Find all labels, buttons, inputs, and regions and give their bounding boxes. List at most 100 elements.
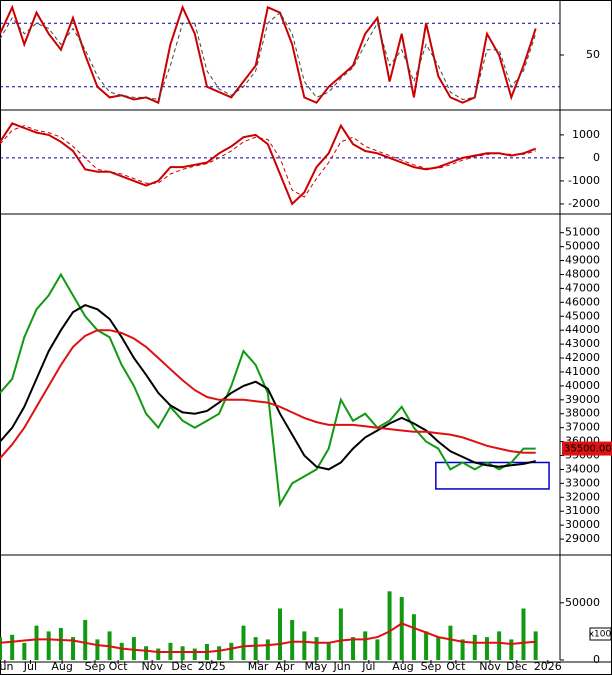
bar xyxy=(497,631,502,660)
bar xyxy=(411,614,416,660)
series-line xyxy=(0,622,536,653)
y-tick-label: 39000 xyxy=(565,393,600,406)
y-tick-label: 45000 xyxy=(565,309,600,322)
y-tick-label: 48000 xyxy=(565,267,600,280)
bar xyxy=(533,631,538,660)
x-tick-label: Sep xyxy=(421,660,442,673)
x-tick-label: Jul xyxy=(361,660,375,673)
y-tick-label: 43000 xyxy=(565,337,600,350)
bar xyxy=(265,639,270,660)
y-tick-label: 30000 xyxy=(565,518,600,531)
y-tick-label: 40000 xyxy=(565,379,600,392)
y-tick-label: 46000 xyxy=(565,295,600,308)
x-tick-label: Jun xyxy=(0,660,13,673)
bar xyxy=(58,627,63,660)
unit-label: x100 xyxy=(589,630,612,640)
x-tick-label: Dec xyxy=(171,660,192,673)
bar xyxy=(192,648,197,660)
bar xyxy=(460,639,465,660)
y-tick-label: -2000 xyxy=(568,197,600,210)
bar xyxy=(71,637,76,660)
series-line xyxy=(0,304,536,471)
series-line xyxy=(0,329,536,459)
y-tick-label: 50 xyxy=(586,48,600,61)
bar xyxy=(119,642,124,660)
y-tick-label: 51000 xyxy=(565,226,600,239)
bar xyxy=(314,637,319,660)
y-tick-label: -1000 xyxy=(568,174,600,187)
series-line xyxy=(0,272,536,508)
y-tick-label: 49000 xyxy=(565,254,600,267)
bar xyxy=(338,608,343,660)
series-line xyxy=(0,122,537,206)
bar xyxy=(144,646,149,660)
bar xyxy=(387,591,392,660)
unit-box xyxy=(589,627,612,641)
y-tick-label: 44000 xyxy=(565,323,600,336)
bar xyxy=(472,634,477,660)
bar xyxy=(241,625,246,660)
x-tick-label: Oct xyxy=(446,660,466,673)
x-tick-label: Aug xyxy=(392,660,413,673)
x-tick-label: May xyxy=(305,660,328,673)
x-tick-label: Mar xyxy=(248,660,269,673)
y-tick-label: 38000 xyxy=(565,407,600,420)
y-tick-label: 50000 xyxy=(565,596,600,609)
annotation-box xyxy=(435,461,550,490)
y-tick-label: 47000 xyxy=(565,281,600,294)
bar xyxy=(375,639,380,660)
bar xyxy=(22,642,27,660)
series-line xyxy=(0,4,537,105)
x-tick-label: Nov xyxy=(141,660,163,673)
x-tick-label: Oct xyxy=(109,660,129,673)
x-tick-label: Apr xyxy=(275,660,295,673)
x-tick-label: 2026 xyxy=(534,660,562,673)
y-tick-label: 0 xyxy=(593,151,600,164)
bar xyxy=(95,639,100,660)
bar xyxy=(34,625,39,660)
y-tick-label: 33000 xyxy=(565,476,600,489)
y-tick-label: 32000 xyxy=(565,490,600,503)
x-tick-label: 2025 xyxy=(198,660,226,673)
bar xyxy=(521,608,526,660)
bar xyxy=(46,631,51,660)
series-line xyxy=(0,125,536,198)
bar xyxy=(253,637,258,660)
x-tick-label: Nov xyxy=(479,660,501,673)
x-tick-label: Jul xyxy=(23,660,37,673)
bar xyxy=(326,642,331,660)
bar xyxy=(229,642,234,660)
bar xyxy=(180,646,185,660)
y-tick-label: 31000 xyxy=(565,504,600,517)
x-tick-label: Jun xyxy=(332,660,350,673)
y-tick-label: 29000 xyxy=(565,532,600,545)
bar xyxy=(0,637,2,660)
y-tick-label: 37000 xyxy=(565,421,600,434)
bar xyxy=(399,597,404,660)
last-price-box xyxy=(562,441,612,456)
bar xyxy=(484,637,489,660)
series-line xyxy=(0,11,537,101)
bar xyxy=(10,634,15,660)
bar xyxy=(278,608,282,660)
bar xyxy=(351,637,356,660)
x-tick-label: Sep xyxy=(85,660,106,673)
last-price-label: 35500.00 xyxy=(564,444,612,455)
y-tick-label: 0 xyxy=(593,653,600,666)
y-tick-label: 42000 xyxy=(565,351,600,364)
bar xyxy=(131,637,136,660)
bar xyxy=(436,637,441,660)
y-tick-label: 34000 xyxy=(565,462,600,475)
bar xyxy=(156,648,161,660)
x-tick-label: Aug xyxy=(51,660,72,673)
bar xyxy=(424,631,429,660)
bar xyxy=(217,646,222,660)
bar xyxy=(290,619,295,660)
y-tick-label: 41000 xyxy=(565,365,600,378)
y-tick-label: 50000 xyxy=(565,240,600,253)
bar xyxy=(83,619,88,660)
bar xyxy=(302,631,307,660)
bar xyxy=(448,625,453,660)
